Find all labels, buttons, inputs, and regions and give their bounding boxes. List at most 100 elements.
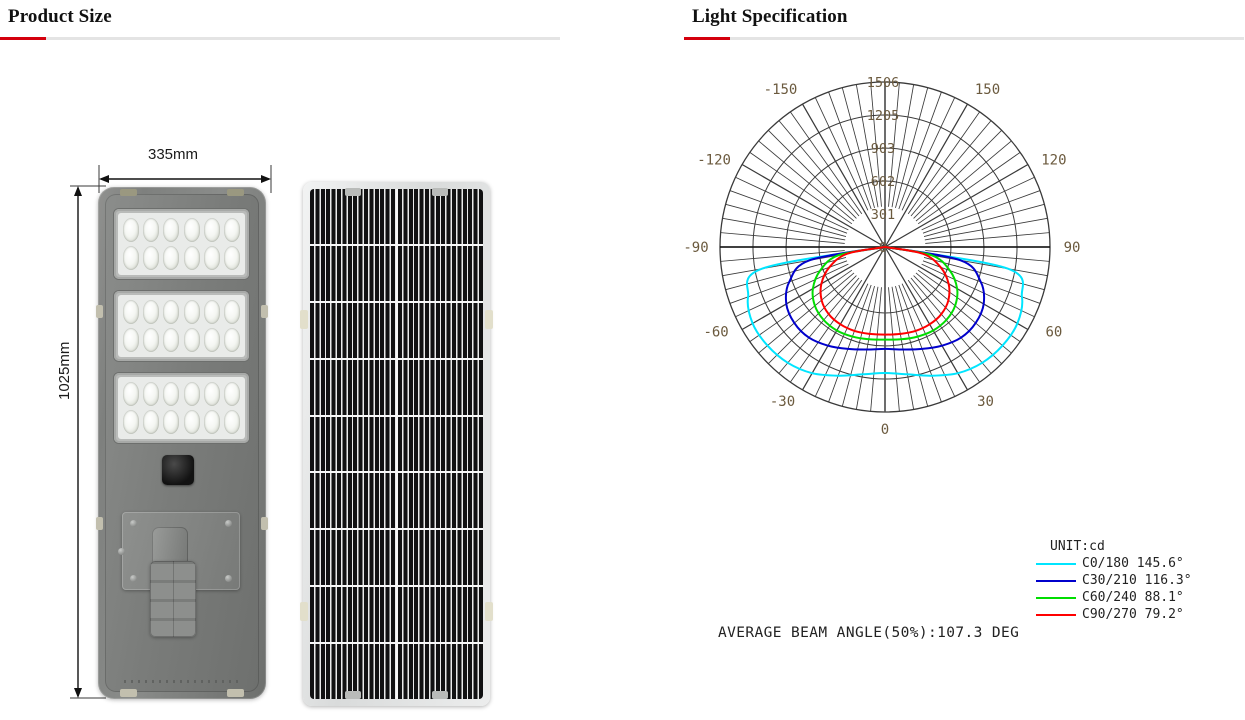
led-module <box>114 209 249 279</box>
led-lens <box>223 382 240 406</box>
svg-text:903: 903 <box>871 141 895 157</box>
legend-item-c60: C60/240 88.1° <box>1036 589 1192 606</box>
solar-cell-row <box>310 473 483 531</box>
svg-text:1506: 1506 <box>867 75 900 91</box>
lamp-housing <box>96 187 268 699</box>
legend-item-c0: C0/180 145.6° <box>1036 555 1192 572</box>
legend-label-c90: C90/270 79.2° <box>1082 607 1184 622</box>
panel-side-tab <box>300 310 308 329</box>
solar-cell-row <box>310 359 483 417</box>
product-size-title: Product Size <box>8 6 112 27</box>
side-clip <box>261 517 268 530</box>
average-beam-angle-caption: AVERAGE BEAM ANGLE(50%):107.3 DEG <box>718 625 1020 641</box>
svg-text:-150: -150 <box>764 82 798 98</box>
screw <box>225 520 232 527</box>
side-clip <box>96 517 103 530</box>
solar-cell <box>310 245 398 301</box>
solar-cell <box>397 302 483 358</box>
svg-text:-60: -60 <box>703 325 728 341</box>
adjust-screw <box>118 548 125 555</box>
section-divider-left <box>0 37 560 40</box>
panel-side-tab <box>485 602 493 621</box>
solar-cell <box>397 245 483 301</box>
led-lens <box>143 300 160 324</box>
led-lens <box>223 300 240 324</box>
panel-bottom-tab <box>345 691 361 699</box>
side-clip <box>261 305 268 318</box>
solar-cell-row <box>310 416 483 474</box>
svg-text:60: 60 <box>1045 325 1062 341</box>
panel-top-tab <box>432 188 448 196</box>
led-lens <box>123 328 140 352</box>
led-lens <box>163 410 180 434</box>
legend-item-c30: C30/210 116.3° <box>1036 572 1192 589</box>
screw <box>225 575 232 582</box>
svg-text:602: 602 <box>871 174 895 190</box>
bottom-clip <box>227 689 244 697</box>
svg-text:-90: -90 <box>684 240 709 256</box>
width-dimension-arrow <box>98 165 272 193</box>
pole-clamp <box>152 527 188 567</box>
panel-side-tab <box>300 602 308 621</box>
led-lens <box>203 246 220 270</box>
svg-text:150: 150 <box>975 82 1000 98</box>
solar-cell-row <box>310 189 483 246</box>
svg-text:-120: -120 <box>697 153 731 169</box>
top-clip <box>227 189 244 196</box>
screw <box>130 520 137 527</box>
solar-cell <box>310 587 398 643</box>
solar-cell <box>310 530 398 586</box>
light-specification-title: Light Specification <box>692 6 848 27</box>
legend-swatch-c60 <box>1036 596 1076 599</box>
led-lens <box>183 410 200 434</box>
panel-top-tab <box>345 188 361 196</box>
led-lens <box>183 300 200 324</box>
polar-diagram-svg: 0301602903120515060306090120150-150-120-… <box>683 75 1081 438</box>
solar-cell <box>397 416 483 472</box>
legend-unit-label: UNIT:cd <box>1050 539 1105 554</box>
solar-panel <box>300 182 493 706</box>
panel-bottom-tab <box>432 691 448 699</box>
section-divider-right <box>684 37 1244 40</box>
solar-cell <box>310 302 398 358</box>
cable-gland <box>162 455 194 485</box>
led-lens <box>163 218 180 242</box>
solar-cell-row <box>310 245 483 303</box>
led-lens <box>143 410 160 434</box>
top-clip <box>120 189 137 196</box>
led-lens <box>143 246 160 270</box>
light-specification-figure: 0 301 602 903 1205 1506 0 30 60 90 120 150 -150 -120-… <box>683 60 1245 680</box>
led-lens <box>143 382 160 406</box>
legend-label-c30: C30/210 116.3° <box>1082 573 1192 588</box>
led-module <box>114 291 249 361</box>
side-clip <box>96 305 103 318</box>
led-module <box>114 373 249 443</box>
led-lens <box>223 328 240 352</box>
light-specification-section: Light Specification <box>684 0 1244 40</box>
solar-cell <box>397 473 483 529</box>
led-lens <box>203 382 220 406</box>
svg-text:90: 90 <box>1064 240 1081 256</box>
led-lens <box>123 218 140 242</box>
solar-cell <box>310 473 398 529</box>
solar-cell-row <box>310 587 483 645</box>
led-lens <box>163 328 180 352</box>
led-lens <box>203 300 220 324</box>
solar-cell-row <box>310 530 483 588</box>
led-lens <box>223 246 240 270</box>
svg-text:-30: -30 <box>770 394 795 410</box>
vent-holes <box>124 680 240 683</box>
svg-text:0: 0 <box>881 422 889 438</box>
led-lens <box>123 382 140 406</box>
chart-legend: UNIT:cd C0/180 145.6° C30/210 116.3° C60… <box>1036 538 1192 623</box>
pole-mount-tube <box>150 561 196 637</box>
led-lens <box>163 382 180 406</box>
led-lens <box>183 382 200 406</box>
solar-cell-row <box>310 302 483 360</box>
solar-cell <box>310 416 398 472</box>
led-lens <box>143 328 160 352</box>
solar-cell <box>310 189 398 244</box>
led-lens <box>123 246 140 270</box>
svg-text:1205: 1205 <box>867 108 900 124</box>
solar-cell <box>397 530 483 586</box>
